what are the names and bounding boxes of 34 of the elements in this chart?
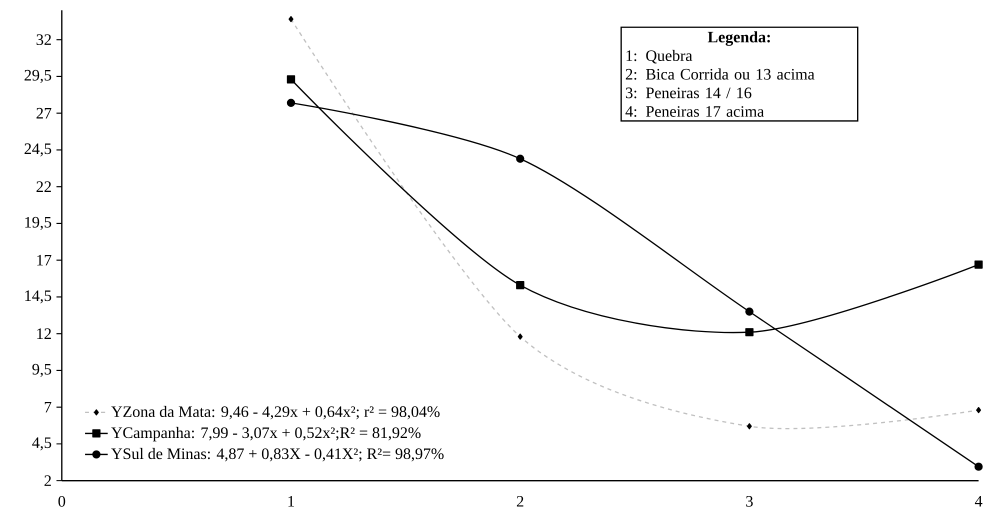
y-tick-label: 27: [36, 108, 52, 119]
y-tick-label: 9,5: [32, 364, 52, 378]
point: [974, 462, 983, 472]
y-tick-label: 2: [44, 476, 51, 486]
x-tick-label: 2: [516, 496, 524, 507]
y-tick-label: 32: [36, 34, 51, 46]
point: [745, 328, 754, 337]
y-tick-label: 19,5: [25, 217, 52, 230]
legend-label: YZona da Mata: 9,46 - 4,29x + 0,64x²; r² = 98,04%: [111, 406, 440, 420]
annotation: Legenda:: [708, 31, 770, 46]
annotation: 4: Peneiras 17 acima: [625, 106, 764, 118]
legend-label: YSul de Minas: 4,87 + 0,83X - 0,41X²; R²= 98,97%: [111, 448, 444, 462]
y-tick-label: 4,5: [32, 438, 52, 451]
x-tick-label: 4: [974, 496, 982, 507]
annotation: 2: Bica Corrida ou 13 acima: [626, 68, 814, 80]
point: [745, 308, 754, 316]
x-tick-label: 0: [58, 496, 66, 507]
y-tick-label: 29,5: [24, 70, 52, 84]
y-tick-label: 22: [36, 182, 51, 192]
point: [974, 260, 983, 269]
point: [516, 281, 524, 290]
legend-label: YCampanha: 7,99 - 3,07x + 0,52x²;R² = 81,92%: [111, 427, 421, 442]
y-tick-label: 12: [37, 328, 51, 340]
point: [286, 75, 296, 84]
x-tick-label: 1: [288, 496, 294, 507]
annotation: 3: Peneiras 14 / 16: [626, 88, 752, 99]
y-tick-label: 17: [37, 255, 52, 266]
y-tick-label: 24,5: [24, 144, 52, 157]
point: [286, 99, 296, 108]
annotation: 1: Quebra: [626, 50, 692, 64]
y-tick-label: 14,5: [25, 290, 52, 304]
y-tick-label: 7: [44, 402, 52, 413]
point: [516, 154, 524, 164]
x-tick-label: 3: [746, 496, 753, 507]
